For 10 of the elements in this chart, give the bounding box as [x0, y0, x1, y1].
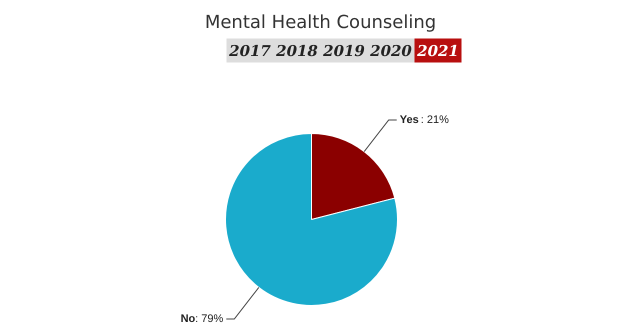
data-label: : 79%: [195, 313, 224, 326]
slice-label: Yes: [400, 114, 419, 126]
data-label: : 21%: [420, 114, 450, 126]
chart-title: Mental Health Counseling: [204, 12, 436, 33]
slice-label: No: [180, 313, 196, 326]
text: 2017: [228, 42, 272, 60]
text: 2018: [275, 42, 318, 60]
text: 2021: [416, 42, 459, 60]
text: 2019: [322, 42, 366, 60]
text: 2020: [369, 42, 412, 60]
